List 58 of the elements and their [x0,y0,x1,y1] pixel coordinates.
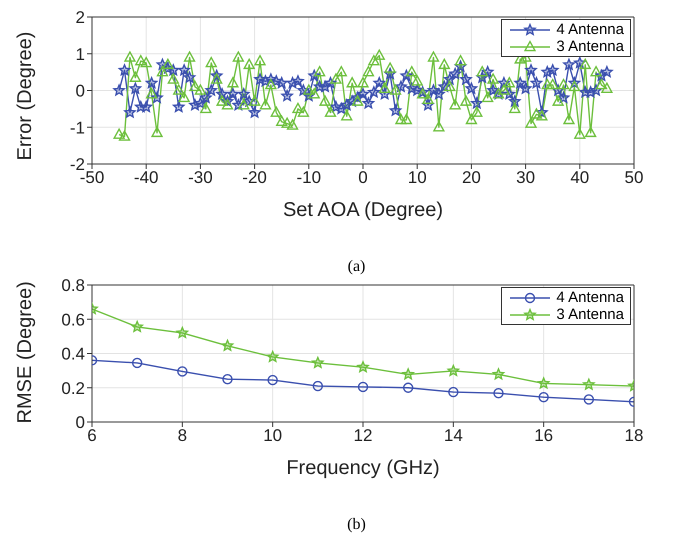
legend-label: 4 Antenna [556,21,624,38]
y-tick-label: 0.8 [61,276,85,296]
point [222,374,233,384]
point [492,368,504,380]
x-tick-label: 30 [516,168,536,188]
y-tick-label: 0.4 [61,344,85,364]
x-tick-label: 16 [534,426,554,446]
point [176,326,188,338]
point [131,320,143,332]
point [448,386,459,398]
point [267,374,278,386]
y-tick-label: 0.2 [61,378,85,398]
y-tick-label: 1 [76,44,85,64]
x-tick-label: 40 [570,168,590,188]
point [493,388,504,398]
point [584,394,594,405]
point [266,350,278,362]
x-tick-label: 50 [624,168,644,188]
y-tick-label: 2 [76,8,85,28]
legend-label: 3 Antenna [556,306,624,323]
point [177,366,188,377]
y-axis-title: RMSE (Degree) [14,281,36,424]
legend-label: 4 Antenna [556,289,624,306]
point [583,378,595,390]
point [312,356,324,368]
legend-label: 3 Antenna [556,38,624,55]
x-tick-label: 20 [462,168,481,188]
x-tick-label: -20 [242,168,267,188]
point [402,382,414,393]
y-axis-title: Error (Degree) [14,32,36,160]
x-tick-label: 10 [408,168,427,188]
point [132,358,142,368]
x-tick-label: 10 [263,426,282,446]
point [538,377,550,389]
x-tick-label: 18 [624,426,644,446]
point [538,392,549,402]
x-tick-label: -30 [188,168,213,188]
x-tick-label: 6 [87,426,97,446]
x-tick-label: 0 [358,168,368,188]
point [448,364,460,376]
x-tick-label: 8 [178,426,188,446]
point [358,382,368,392]
x-tick-label: -10 [296,168,322,188]
point [402,368,414,380]
text: (a) [346,258,366,276]
y-tick-label: 0 [76,82,85,101]
text: (b) [346,516,367,534]
x-axis-title: Frequency (GHz) [286,457,440,479]
x-axis-title: Set AOA (Degree) [282,199,444,221]
point [312,380,324,392]
y-tick-label: 0.6 [61,310,85,330]
x-tick-label: -40 [134,168,158,188]
y-tick-label: -1 [70,118,85,138]
x-tick-label: 14 [444,426,463,446]
x-tick-label: 12 [354,426,372,446]
point [357,361,369,372]
y-tick-label: 0 [76,413,85,432]
point [222,340,234,351]
